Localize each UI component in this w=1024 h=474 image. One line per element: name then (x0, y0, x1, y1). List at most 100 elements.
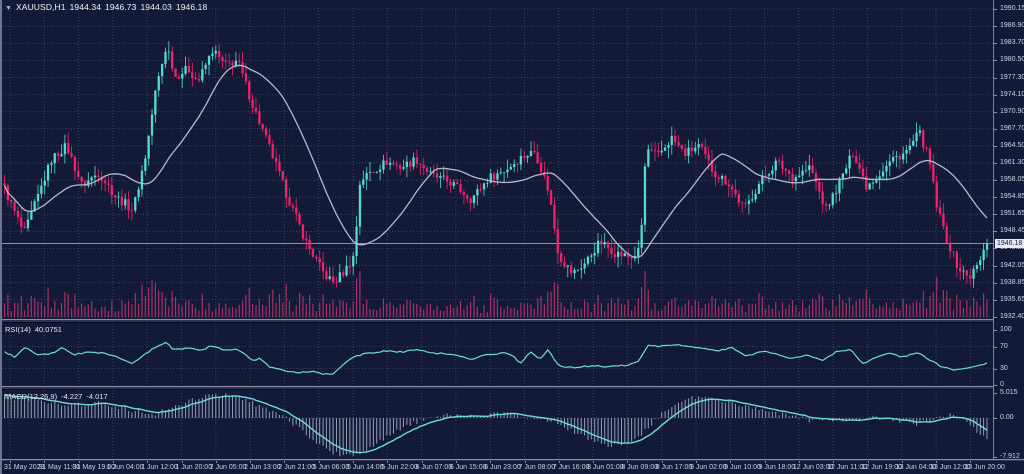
time-tick-label: 2 Jun 05:00 (209, 464, 247, 471)
axis-tick (994, 392, 997, 394)
price-tick-label: 1970.90 (1000, 107, 1024, 115)
axis-tick (994, 418, 997, 419)
ohlc-high: 1946.73 (105, 2, 137, 12)
time-axis-tick (696, 461, 697, 463)
time-tick-label: 6 Jun 23:00 (484, 464, 521, 471)
price-tick-label: 1990.15 (1000, 5, 1024, 12)
time-tick-label: 12 Jun 19:00 (861, 464, 902, 471)
symbol-dropdown-icon: ▼ (5, 5, 13, 12)
time-axis-tick (147, 461, 149, 463)
macd-indicator-label: MACD(12,26,9) -4.227 -4.017 (5, 392, 112, 401)
time-axis-tick (730, 461, 732, 463)
macd-name: MACD(12,26,9) (5, 392, 58, 401)
time-tick-label: 31 May 19:00 (72, 464, 116, 471)
rsi-panel[interactable]: RSI(14) 40.0751 (2, 323, 993, 386)
time-tick-label: 31 May 11:00 (38, 464, 81, 471)
axis-tick (994, 368, 997, 370)
axis-tick (994, 9, 997, 10)
macd-tick-label: 5.015 (1000, 388, 1018, 396)
time-axis-tick (524, 461, 526, 463)
rsi-chart[interactable] (2, 323, 993, 386)
time-axis-tick (867, 461, 869, 463)
price-tick-label: 1964.50 (1000, 141, 1024, 149)
time-tick-label: 6 Jun 15:00 (449, 464, 487, 471)
axis-tick (994, 145, 997, 147)
macd-chart[interactable] (2, 390, 993, 460)
time-axis-tick (455, 461, 457, 463)
macd-grid (2, 390, 993, 460)
macd-value: -4.227 (61, 392, 83, 401)
rsi-line (4, 341, 988, 376)
axis-tick (994, 457, 997, 459)
price-axis[interactable]: 1946.18 1990.15 1986.90 1983.70 1980.50 1977… (993, 0, 1024, 460)
rsi-indicator-label: RSI(14) 40.0751 (5, 325, 66, 334)
axis-tick (994, 94, 997, 96)
axis-tick (994, 346, 997, 348)
price-tick-label: 1948.45 (1000, 227, 1024, 235)
panel-separator[interactable] (2, 319, 993, 323)
price-tick-label: 1932.40 (1000, 313, 1024, 320)
macd-panel[interactable]: MACD(12,26,9) -4.227 -4.017 (2, 390, 993, 460)
time-axis-tick (353, 461, 354, 463)
main-grid (2, 8, 993, 318)
price-tick-label: 1951.65 (1000, 210, 1024, 218)
axis-tick (994, 385, 997, 386)
symbol-timeframe: XAUUSD,H1 (16, 2, 66, 12)
time-axis[interactable]: 31 May 2023 31 May 11:00 31 May 19:00 1 Jun… (2, 461, 1024, 474)
axis-tick (994, 330, 997, 331)
axis-tick (994, 111, 997, 113)
rsi-tick-label: 100 (1000, 326, 1012, 333)
rsi-tick-label: 0 (1000, 381, 1004, 388)
candles (3, 41, 989, 288)
time-axis-tick (901, 461, 903, 463)
macd-signal-value: -4.017 (86, 392, 108, 401)
axis-tick (994, 299, 997, 301)
time-tick-label: 13 Jun 12:00 (930, 464, 971, 471)
time-tick-label: 5 Jun 06:00 (312, 464, 350, 471)
axis-tick (994, 180, 997, 182)
time-tick-label: 13 Jun 20:00 (964, 464, 1005, 471)
axis-tick (994, 77, 997, 79)
bottom-separator (2, 459, 1024, 461)
time-tick-label: 9 Jun 02:00 (690, 464, 727, 471)
time-axis-tick (593, 461, 595, 463)
candlestick-chart[interactable] (2, 0, 993, 319)
axis-tick (994, 197, 997, 199)
rsi-value: 40.0751 (34, 325, 62, 334)
axis-tick (994, 265, 997, 267)
main-chart-panel[interactable] (2, 0, 993, 319)
time-tick-label: 6 Jun 07:00 (415, 464, 453, 471)
price-tick-label: 1961.30 (1000, 158, 1024, 166)
time-tick-label: 1 Jun 04:00 (106, 464, 144, 471)
price-tick-label: 1954.85 (1000, 193, 1024, 201)
time-axis-tick (936, 461, 938, 463)
macd-tick-label: 0.00 (1000, 414, 1014, 421)
price-tick-label: 1980.50 (1000, 56, 1024, 64)
time-tick-label: 7 Jun 16:00 (552, 464, 590, 471)
time-tick-label: 5 Jun 22:00 (381, 464, 418, 471)
time-axis-tick (181, 461, 183, 463)
price-tick-label: 1977.30 (1000, 73, 1024, 81)
time-tick-label: 1 Jun 12:00 (141, 464, 178, 471)
time-axis-tick (250, 461, 252, 463)
rsi-tick-label: 30 (1000, 364, 1008, 372)
axis-tick (994, 282, 997, 284)
panel-separator[interactable] (2, 386, 993, 390)
axis-tick (994, 248, 997, 250)
price-tick-label: 1942.05 (1000, 261, 1024, 269)
price-tick-label: 1935.65 (1000, 295, 1024, 303)
time-axis-tick (112, 461, 114, 463)
time-axis-tick (833, 461, 835, 463)
time-tick-label: 8 Jun 01:00 (587, 464, 624, 471)
time-axis-tick (661, 461, 663, 463)
price-tick-label: 1974.10 (1000, 90, 1024, 98)
time-tick-label: 31 May 2023 (4, 464, 45, 471)
time-tick-label: 9 Jun 10:00 (724, 464, 761, 471)
time-axis-tick (284, 461, 286, 463)
time-tick-label: 9 Jun 18:00 (758, 464, 796, 471)
time-axis-tick (798, 461, 800, 463)
ohlc-close: 1946.18 (175, 2, 208, 12)
time-axis-tick (490, 461, 492, 463)
time-axis-tick (387, 461, 389, 463)
time-tick-label: 12 Jun 03:00 (792, 464, 834, 471)
